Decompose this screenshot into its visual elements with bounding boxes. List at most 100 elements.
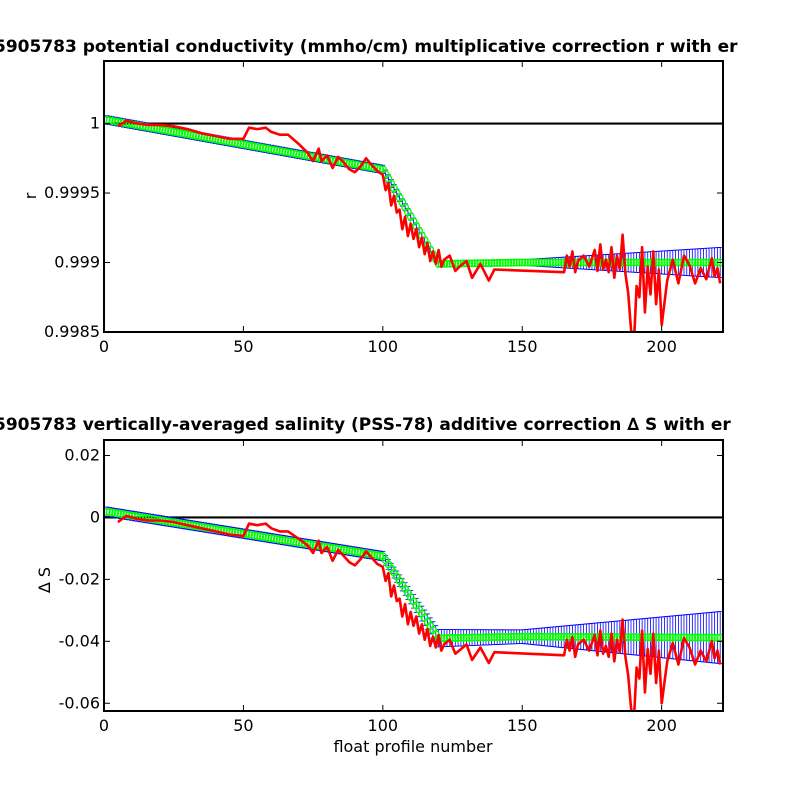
chart-2-fit-marker: [546, 632, 555, 641]
chart-2-fit-marker: [484, 633, 493, 642]
chart-2-fit-marker: [666, 633, 674, 642]
chart-2-plot-area: 0 50 100 150 200 -0.06 -0.04 -0.02 0 0.02: [59, 439, 724, 735]
chart-2-fit-marker: [543, 632, 552, 641]
chart-2-fit-marker: [537, 632, 546, 641]
chart-2-fit-marker: [498, 633, 507, 641]
chart-2-fit-marker: [247, 531, 256, 539]
chart-2-fit-marker: [523, 632, 532, 641]
chart-2-fit-marker: [370, 550, 379, 559]
chart-1-fit-marker: [526, 258, 535, 267]
chart-2-fit-marker: [551, 632, 560, 641]
chart-2-fit-marker: [448, 634, 457, 642]
chart-1-fit-marker: [169, 127, 178, 136]
chart-2-fit-marker: [253, 531, 262, 540]
chart-1-fit-marker: [183, 130, 192, 139]
chart-1-fit-marker: [699, 258, 708, 267]
chart-1-fit-marker: [261, 144, 270, 153]
chart-1-ytick-label: 0.999: [54, 253, 100, 272]
chart-1-error-bars: [104, 115, 723, 279]
chart-1-title: 5905783 potential conductivity (mmho/cm)…: [0, 37, 738, 57]
chart-2-fit-marker: [660, 633, 669, 642]
chart-2-fit-marker: [509, 632, 518, 641]
chart-2-fit-marker: [696, 633, 705, 642]
chart-1-fit-marker: [286, 148, 295, 157]
chart-2-fit-marker: [532, 632, 541, 641]
chart-1-fit-marker: [468, 259, 477, 268]
chart-2-fit-marker: [493, 633, 502, 642]
chart-2-fit-marker: [111, 509, 120, 517]
chart-2-fit-marker: [339, 545, 348, 554]
chart-1-fit-marker: [258, 143, 267, 152]
chart-2-fit-marker: [328, 544, 337, 553]
chart-1-fit-marker: [247, 141, 256, 150]
chart-2-fit-marker: [258, 532, 267, 541]
chart-2-fit-marker: [256, 532, 265, 541]
chart-1-fit-marker: [537, 258, 546, 267]
chart-1-fit-marker: [239, 140, 248, 149]
chart-2-fit-marker: [122, 510, 131, 519]
chart-1-ytick-label: 0.9995: [44, 183, 100, 202]
chart-1-profile-line: [117, 119, 722, 332]
chart-1-fit-marker: [515, 258, 524, 267]
chart-1-fit-marker: [295, 150, 304, 159]
chart-1-fit-marker: [289, 149, 298, 158]
chart-1-fit-marker: [158, 125, 167, 134]
chart-1-fit-marker: [521, 258, 529, 267]
chart-2-fit-marker: [245, 530, 253, 539]
chart-2-fit-marker: [627, 633, 635, 642]
chart-2-fit-marker: [376, 551, 384, 560]
chart-1-fit-marker: [108, 116, 117, 125]
chart-1-fit-marker: [507, 258, 516, 267]
chart-2-series-layer: [104, 506, 723, 711]
chart-2-axes-box: [103, 439, 724, 712]
chart-1-fit-marker: [696, 258, 705, 267]
chart-2-fit-marker: [507, 632, 516, 641]
chart-2-fit-marker: [663, 633, 672, 642]
chart-1-fit-marker: [663, 258, 672, 267]
chart-2-fit-marker: [632, 633, 641, 642]
chart-1-fit-marker: [267, 145, 276, 154]
chart-1-fit-marker: [350, 160, 359, 169]
chart-2-fit-marker: [267, 534, 276, 543]
chart-1-fit-marker: [512, 258, 521, 267]
chart-2-fit-marker: [557, 632, 566, 641]
chart-2-fit-marker: [674, 633, 683, 642]
chart-2-fit-marker: [479, 633, 488, 642]
chart-1-fit-marker: [164, 126, 173, 135]
chart-1-fit-marker: [540, 258, 549, 267]
chart-2-fit-marker: [699, 633, 708, 642]
chart-1-fit-markers: [104, 115, 723, 268]
chart-1-fit-marker: [693, 258, 702, 267]
chart-1-series-layer: [104, 115, 723, 332]
chart-2-fit-marker: [693, 633, 702, 642]
chart-1-fit-marker: [253, 142, 262, 151]
chart-2-fit-marker: [272, 535, 281, 544]
chart-1-axes-box: [103, 60, 724, 333]
chart-2-fit-marker: [462, 633, 471, 642]
chart-2-fit-marker: [468, 633, 477, 642]
chart-2-fit-marker: [465, 633, 474, 642]
chart-1-fit-marker: [529, 258, 538, 267]
chart-1-fit-marker: [250, 142, 259, 151]
chart-1-fit-marker: [256, 143, 265, 152]
chart-1-fit-marker: [362, 162, 371, 171]
chart-1-fit-marker: [493, 258, 502, 267]
chart-2-fit-marker: [108, 508, 117, 517]
chart-1-fit-marker: [281, 147, 290, 156]
chart-1-fit-marker: [133, 121, 142, 130]
chart-2-ytick-label: -0.02: [59, 569, 100, 588]
chart-2-fit-marker: [440, 634, 449, 643]
chart-2-fit-marker: [459, 633, 468, 642]
chart-1-fit-marker: [548, 258, 557, 267]
chart-1: 5905783 potential conductivity (mmho/cm)…: [0, 37, 738, 356]
chart-1-fit-marker: [172, 128, 181, 137]
chart-2-fit-marker: [373, 551, 382, 560]
chart-1-fit-marker: [270, 145, 279, 154]
chart-2-ytick-label: 0.02: [64, 445, 100, 464]
chart-1-fit-marker: [161, 126, 170, 135]
chart-1-fit-marker: [245, 141, 253, 150]
chart-1-fit-marker: [484, 259, 493, 268]
chart-1-xtick-label: 200: [646, 337, 677, 356]
chart-2-fit-marker: [504, 632, 513, 641]
